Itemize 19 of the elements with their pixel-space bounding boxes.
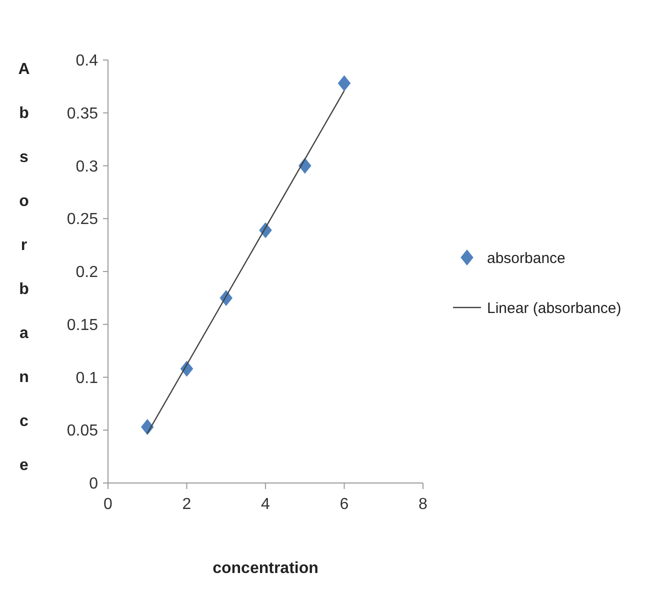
y-tick-label: 0.15 — [66, 316, 98, 334]
x-tick-label: 2 — [182, 496, 192, 513]
point — [338, 75, 351, 92]
y-tick-label: 0.1 — [76, 370, 98, 387]
text: Absorbance — [18, 61, 30, 474]
y-tick-label: 0 — [89, 476, 98, 493]
x-tick-label: 6 — [340, 496, 349, 513]
x-axis-title: concentration — [212, 560, 318, 577]
y-tick-label: 0.25 — [66, 211, 98, 228]
y-tick-label: 0.3 — [76, 158, 98, 176]
y-tick-label: 0.35 — [66, 105, 98, 122]
legend-label: Linear (absorbance) — [487, 300, 622, 317]
x-tick-label: 8 — [418, 496, 428, 513]
x-tick-label: 0 — [104, 496, 113, 513]
legend-label: absorbance — [487, 250, 566, 267]
x-tick-label: 4 — [261, 496, 270, 513]
y-tick-label: 0.05 — [66, 422, 98, 440]
y-tick-label: 0.2 — [76, 264, 98, 282]
y-tick-label: 0.4 — [76, 52, 98, 70]
